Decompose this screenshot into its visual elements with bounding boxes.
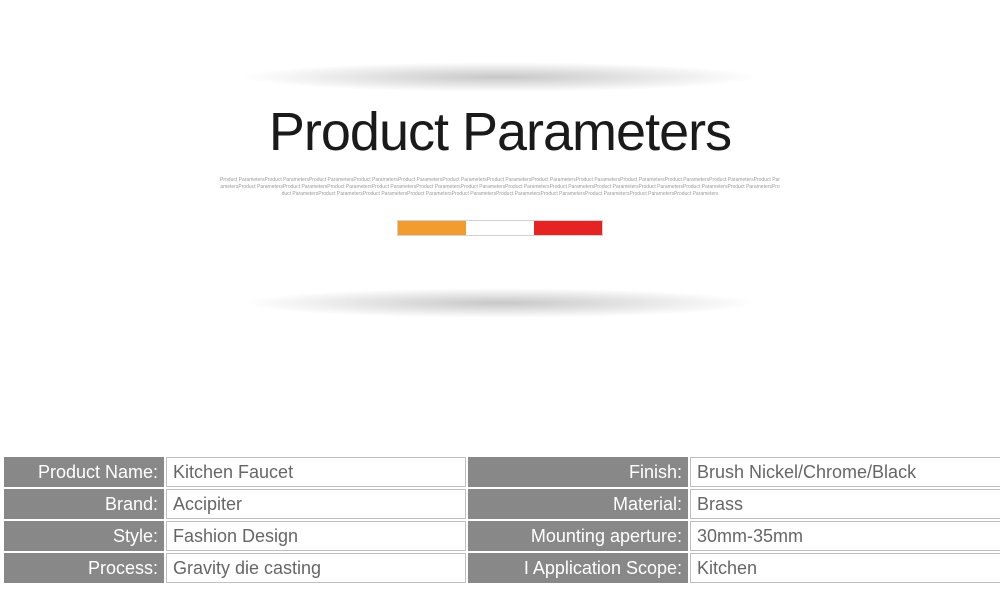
param-label: Brand: — [4, 489, 164, 519]
param-value: Brass — [690, 489, 1000, 519]
param-label: Product Name: — [4, 457, 164, 487]
param-value: Gravity die casting — [166, 553, 466, 583]
title-banner: Product Parameters Product ParametersPro… — [180, 70, 820, 310]
param-value: Kitchen — [690, 553, 1000, 583]
color-bar-segment-1 — [398, 221, 466, 235]
param-label: Process: — [4, 553, 164, 583]
color-bar-segment-3 — [534, 221, 602, 235]
param-value: Kitchen Faucet — [166, 457, 466, 487]
param-label: Style: — [4, 521, 164, 551]
param-label: Material: — [468, 489, 688, 519]
table-row: Brand: Accipiter Material: Brass — [4, 489, 1000, 519]
color-bar — [397, 220, 603, 236]
param-value: Accipiter — [166, 489, 466, 519]
parameters-table: Product Name: Kitchen Faucet Finish: Bru… — [2, 455, 1000, 585]
param-value: Fashion Design — [166, 521, 466, 551]
param-label: Mounting aperture: — [468, 521, 688, 551]
page-title: Product Parameters — [269, 105, 731, 159]
param-value: 30mm-35mm — [690, 521, 1000, 551]
parameters-table-wrap: Product Name: Kitchen Faucet Finish: Bru… — [0, 455, 1000, 585]
table-row: Process: Gravity die casting I Applicati… — [4, 553, 1000, 583]
param-label: I Application Scope: — [468, 553, 688, 583]
color-bar-segment-2 — [466, 221, 534, 235]
table-row: Product Name: Kitchen Faucet Finish: Bru… — [4, 457, 1000, 487]
table-row: Style: Fashion Design Mounting aperture:… — [4, 521, 1000, 551]
param-label: Finish: — [468, 457, 688, 487]
param-value: Brush Nickel/Chrome/Black — [690, 457, 1000, 487]
decorative-microtext: Product ParametersProduct ParametersProd… — [220, 177, 780, 198]
